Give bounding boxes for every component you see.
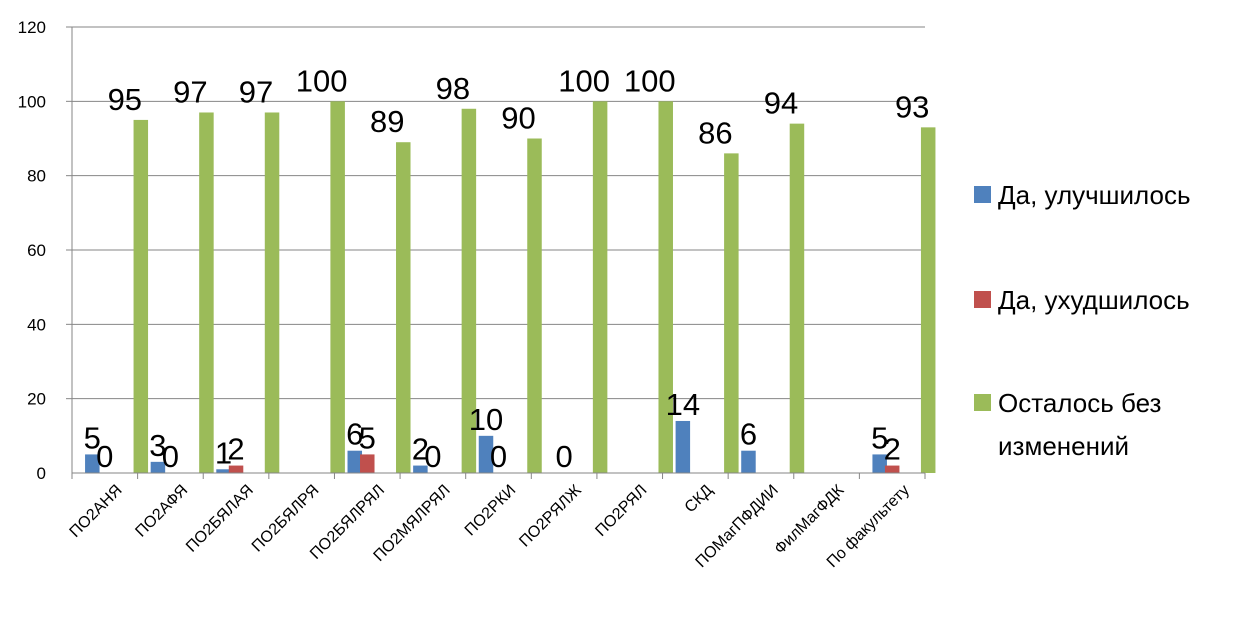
data-label: 5 [359,420,376,455]
bar [592,101,608,473]
y-axis-ticks: 0 20 40 60 80 100 120 [18,18,46,483]
data-label: 2 [227,432,244,467]
y-tick-label: 80 [27,167,46,186]
bar [216,469,231,473]
x-tick-label: ПО2АНЯ [67,482,126,541]
bar [920,127,936,473]
bar [330,101,345,473]
x-tick-label: ПО2БЯЛРЯ [249,482,323,556]
bar [85,454,100,473]
data-label: 100 [558,63,610,98]
bar [658,101,673,473]
bar [527,138,542,473]
legend-label: Осталось без [998,388,1161,418]
bar [884,465,900,473]
bar [228,465,244,473]
legend-label: Да, ухудшилось [998,285,1190,315]
x-tick-label: ПО2РЯЛЖ [516,482,585,551]
bar [461,108,477,474]
legend-swatch [974,394,991,411]
data-label: 0 [490,439,507,474]
axes [66,26,926,479]
data-label: 3 [149,428,166,463]
bar [413,465,428,473]
bar [347,450,363,473]
data-label: 1 [215,435,232,470]
data-label: 97 [239,74,273,109]
data-label: 100 [296,63,348,98]
data-label: 0 [424,439,441,474]
data-label: 93 [895,89,929,124]
gridlines [72,26,925,400]
bar [872,454,887,473]
data-label: 90 [501,101,535,136]
data-label: 94 [764,86,798,121]
data-label: 95 [108,82,142,117]
data-label: 89 [370,104,404,139]
x-tick-label: ПО2РЯЛ [592,482,650,540]
legend: Да, улучшилось Да, ухудшилось Осталось без… [974,180,1191,461]
data-label: 0 [162,439,179,474]
bar [789,123,805,473]
legend-entry: Да, улучшилось [974,180,1191,210]
bar [675,420,691,473]
legend-swatch [974,186,991,203]
y-tick-label: 40 [27,315,46,334]
x-tick-label: ПО2АФЯ [132,482,191,541]
x-tick-label: ПО2БЯЛАЯ [183,482,257,556]
data-label: 98 [436,71,470,106]
bar [360,454,375,473]
legend-label: Да, улучшилось [998,180,1191,210]
data-label: 5 [84,420,101,455]
bars [85,101,936,474]
data-label: 2 [412,432,429,467]
data-label: 2 [884,432,901,467]
bar [150,461,166,473]
legend-entry: Осталось без изменений [974,388,1161,461]
data-label: 6 [346,417,363,452]
bar [741,450,756,473]
data-label: 86 [698,115,732,150]
data-label: 0 [555,439,572,474]
bar [724,153,739,473]
data-label: 0 [96,439,113,474]
data-label: 100 [624,63,676,98]
data-label: 5 [871,420,888,455]
category-labels: ПО2АНЯ ПО2АФЯПО2БЯЛАЯПО2БЯЛРЯПО2БЯЛРЯЛПО2… [67,481,914,571]
y-tick-label: 100 [18,92,46,111]
x-tick-label: ПО2РКИ [462,482,520,540]
legend-entry: Да, ухудшилось [974,285,1190,315]
bar [396,142,411,473]
bar [199,112,214,473]
y-tick-label: 0 [37,464,46,483]
legend-swatch [974,291,991,308]
bar [478,435,494,473]
x-tick-label: СКД [682,482,717,517]
data-label: 97 [173,74,207,109]
bar [133,119,149,474]
y-tick-label: 60 [27,241,46,260]
y-tick-label: 120 [18,18,46,37]
data-label: 10 [469,402,503,437]
data-label: 14 [666,387,700,422]
y-tick-label: 20 [27,390,46,409]
bar [264,112,280,473]
data-label: 6 [740,417,757,452]
legend-label: изменений [998,431,1129,461]
